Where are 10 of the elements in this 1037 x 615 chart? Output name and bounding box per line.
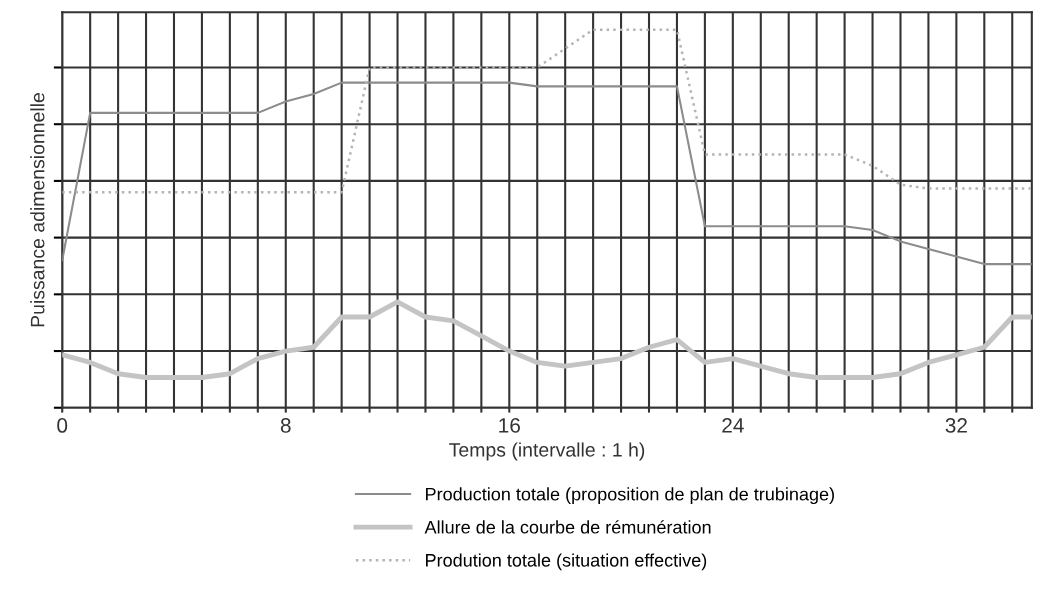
x-tick-label: 8 [280, 418, 291, 433]
x-axis-title: Temps (intervalle : 1 h) [449, 442, 645, 461]
y-axis-title: Puissance adimensionnelle [30, 93, 45, 327]
legend-label: Prodution totale (situation effective) [426, 553, 707, 571]
legend-label: Allure de la courbe de rémunération [424, 520, 711, 534]
x-tick-label: 16 [499, 418, 520, 433]
x-tick-label: 24 [722, 418, 744, 433]
x-tick-label: 32 [945, 418, 967, 433]
x-tick-label: 0 [57, 418, 68, 433]
legend-label: Production totale (proposition de plan de trubinage) [426, 487, 834, 505]
